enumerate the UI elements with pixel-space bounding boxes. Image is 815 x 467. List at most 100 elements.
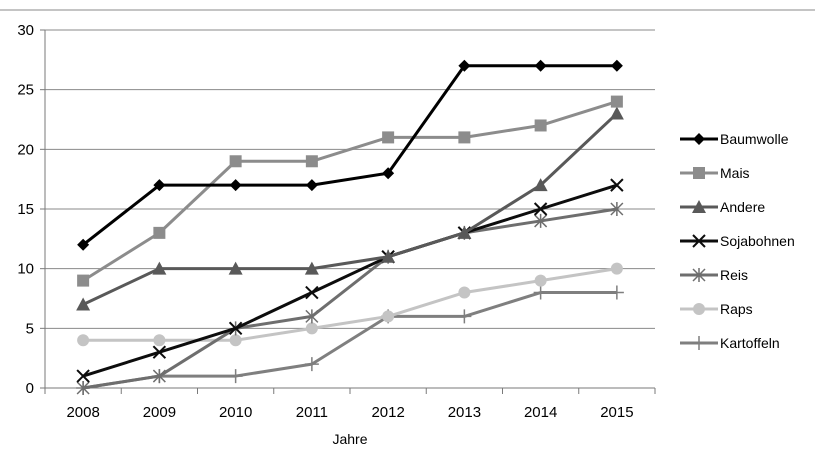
data-point-sojabohnen-2008 <box>76 369 90 383</box>
data-point-raps-2009 <box>153 334 166 347</box>
legend-marker-andere <box>692 200 706 213</box>
data-point-andere-2011 <box>304 261 319 275</box>
data-point-reis-2015 <box>610 202 624 216</box>
legend-marker-kartoffeln <box>692 336 706 350</box>
x-tick-label-2012: 2012 <box>371 404 404 421</box>
data-point-kartoffeln-2010 <box>228 369 243 384</box>
data-point-mais-2011 <box>305 155 318 168</box>
series-line-reis <box>82 207 618 390</box>
y-tick-label-10: 10 <box>17 261 34 278</box>
legend-item-sojabohnen: Sojabohnen <box>680 233 795 249</box>
data-point-raps-2012 <box>382 310 395 323</box>
data-point-reis-2008 <box>76 381 90 395</box>
y-axis-ticks: 0 5 10 15 20 25 30 <box>17 22 45 397</box>
data-point-reis-2011 <box>305 309 319 324</box>
data-point-baumwolle-2012 <box>382 167 395 180</box>
data-point-baumwolle-2014 <box>534 59 547 72</box>
series-andere <box>76 106 624 311</box>
data-point-mais-2014 <box>534 119 547 132</box>
data-point-raps-2010 <box>229 334 242 347</box>
legend-marker-reis <box>692 268 706 282</box>
data-point-baumwolle-2008 <box>77 238 90 251</box>
data-point-mais-2013 <box>458 131 471 144</box>
series-line-kartoffeln <box>82 291 617 390</box>
legend-label-mais: Mais <box>720 165 750 181</box>
legend-marker-mais <box>693 167 705 179</box>
legend-label-baumwolle: Baumwolle <box>720 131 789 147</box>
legend-item-reis: Reis <box>680 267 748 283</box>
data-point-kartoffeln-2015 <box>609 285 624 300</box>
x-tick-label-2015: 2015 <box>600 404 633 421</box>
data-point-baumwolle-2011 <box>305 179 318 192</box>
series-line-mais <box>82 100 618 282</box>
data-point-raps-2015 <box>610 262 623 275</box>
data-point-andere-2014 <box>533 178 548 192</box>
data-point-sojabohnen-2010 <box>228 321 243 336</box>
legend-label-raps: Raps <box>720 301 753 317</box>
x-tick-label-2008: 2008 <box>66 404 99 421</box>
x-tick-label-2013: 2013 <box>448 404 481 421</box>
x-tick-label-2009: 2009 <box>143 404 176 421</box>
legend-label-reis: Reis <box>720 267 748 283</box>
data-point-baumwolle-2013 <box>458 59 471 72</box>
data-point-raps-2008 <box>77 334 90 347</box>
data-point-kartoffeln-2011 <box>304 357 319 372</box>
x-tick-label-2010: 2010 <box>219 404 252 421</box>
data-point-sojabohnen-2015 <box>610 178 624 192</box>
legend-item-raps: Raps <box>680 301 753 317</box>
data-point-reis-2014 <box>534 213 548 228</box>
x-axis-ticks: 2008 2009 2010 2011 2012 2013 2014 2015 <box>44 388 656 421</box>
y-tick-label-15: 15 <box>17 201 34 218</box>
data-point-mais-2009 <box>153 226 166 239</box>
data-point-sojabohnen-2014 <box>533 202 548 216</box>
legend: Baumwolle Mais Andere Sojabohnen Reis Raps Kar… <box>680 131 795 351</box>
legend-label-kartoffeln: Kartoffeln <box>720 335 780 351</box>
series-mais <box>77 95 623 287</box>
legend-marker-raps <box>693 303 705 315</box>
data-point-andere-2015 <box>609 106 624 120</box>
y-tick-label-20: 20 <box>17 141 34 158</box>
data-point-mais-2008 <box>77 274 90 287</box>
data-point-mais-2015 <box>610 95 623 108</box>
data-point-raps-2013 <box>458 286 471 299</box>
data-point-sojabohnen-2011 <box>305 285 319 300</box>
data-point-kartoffeln-2014 <box>533 285 548 300</box>
series-raps <box>77 262 623 347</box>
legend-marker-sojabohnen <box>692 234 706 248</box>
data-point-mais-2010 <box>229 155 242 168</box>
legend-label-sojabohnen: Sojabohnen <box>720 233 795 249</box>
data-point-andere-2008 <box>76 297 91 311</box>
series-line-baumwolle <box>82 64 617 246</box>
y-tick-label-25: 25 <box>17 82 34 99</box>
legend-item-baumwolle: Baumwolle <box>680 131 789 147</box>
data-point-andere-2009 <box>152 261 167 275</box>
x-tick-label-2011: 2011 <box>296 404 328 421</box>
legend-item-mais: Mais <box>680 165 750 181</box>
data-point-raps-2014 <box>534 274 547 287</box>
x-tick-label-2014: 2014 <box>524 404 557 421</box>
series-line-sojabohnen <box>82 183 618 378</box>
legend-marker-baumwolle <box>693 133 705 145</box>
data-point-mais-2012 <box>382 131 395 144</box>
series-line-raps <box>83 267 618 342</box>
legend-label-andere: Andere <box>720 199 765 215</box>
data-point-baumwolle-2015 <box>610 59 623 72</box>
series-kartoffeln <box>76 285 624 395</box>
y-tick-label-0: 0 <box>26 380 34 397</box>
legend-item-andere: Andere <box>680 199 765 215</box>
data-point-kartoffeln-2013 <box>457 309 472 324</box>
data-point-andere-2010 <box>228 261 243 275</box>
data-point-raps-2011 <box>305 322 318 335</box>
data-point-baumwolle-2009 <box>153 179 166 192</box>
series-line-andere <box>82 112 618 306</box>
legend-item-kartoffeln: Kartoffeln <box>680 335 780 351</box>
data-point-andere-2012 <box>381 249 396 263</box>
data-point-reis-2009 <box>152 369 166 384</box>
y-tick-label-5: 5 <box>26 320 34 337</box>
series-group <box>76 59 624 395</box>
data-point-sojabohnen-2009 <box>152 345 167 359</box>
data-point-andere-2013 <box>457 225 472 239</box>
series-baumwolle <box>77 59 623 251</box>
data-point-baumwolle-2010 <box>229 179 242 192</box>
